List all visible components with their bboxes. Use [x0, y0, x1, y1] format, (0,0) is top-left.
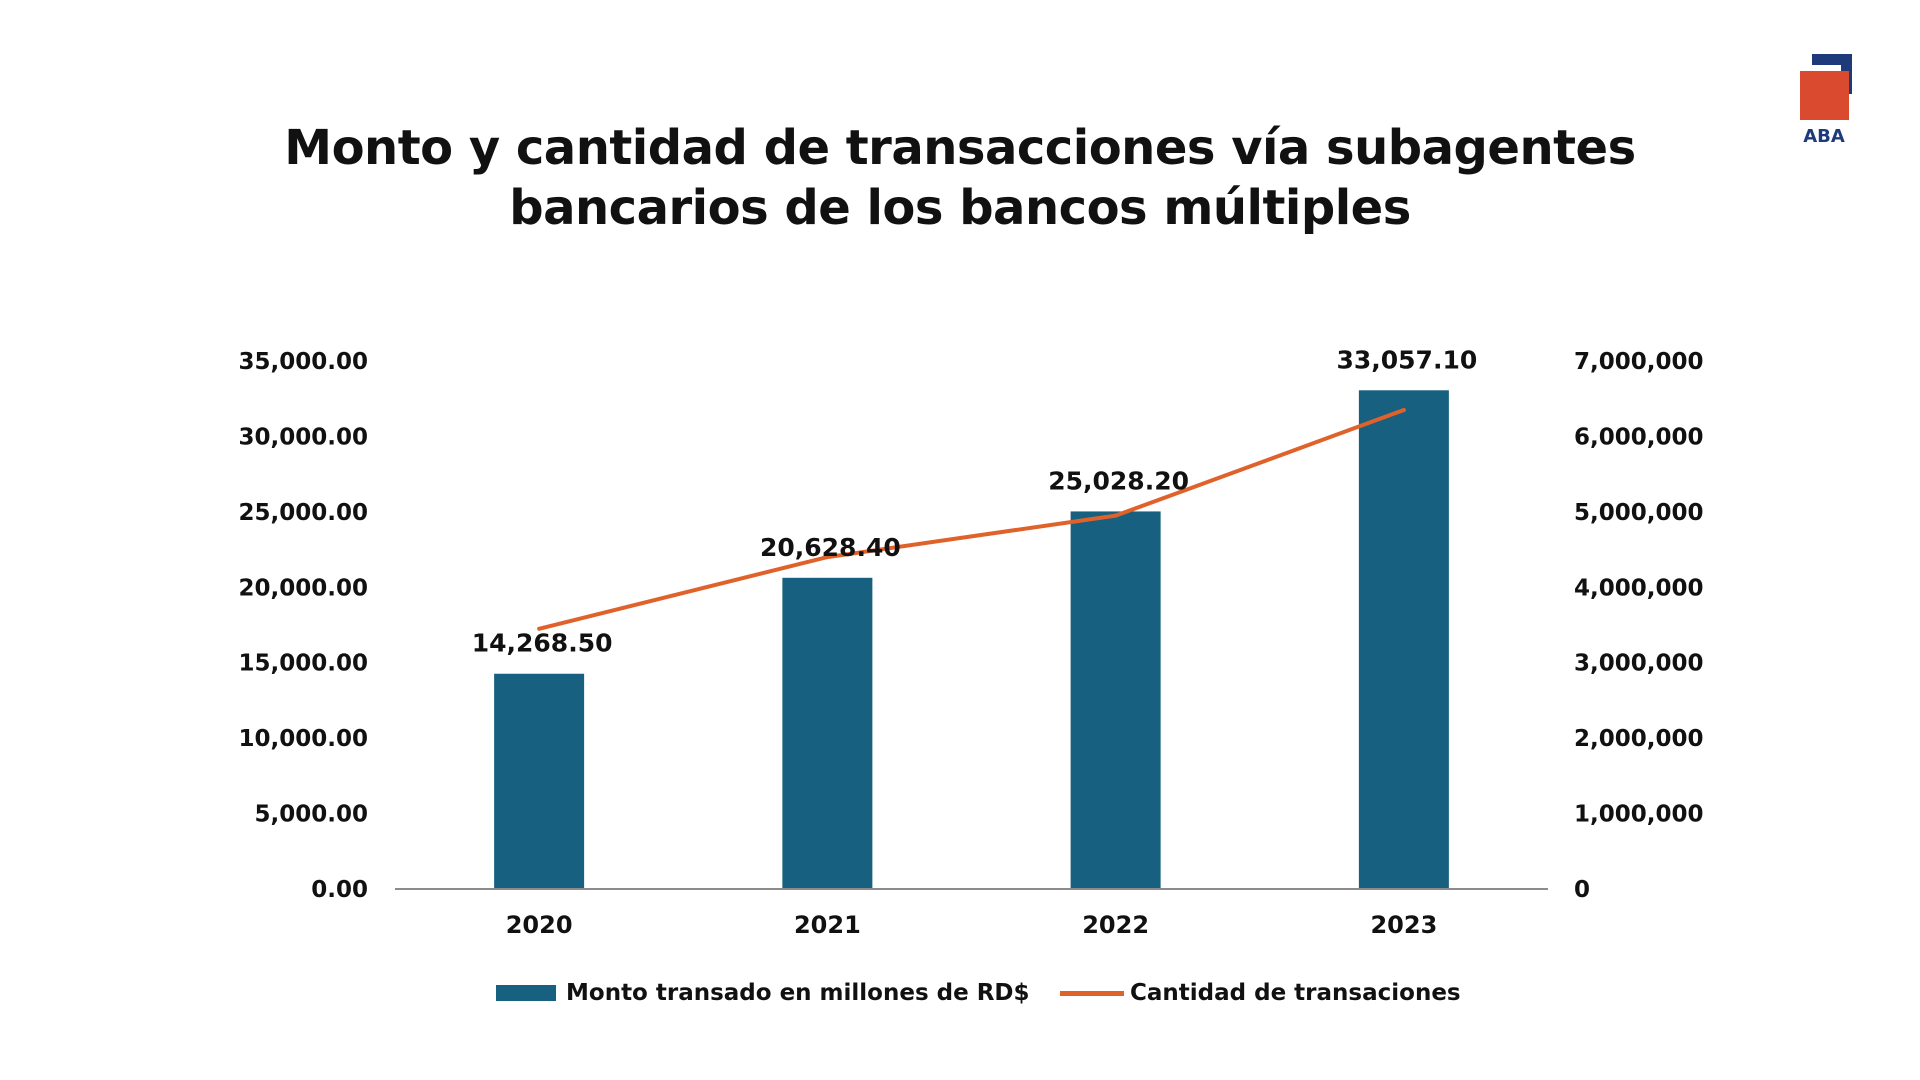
chart-title-line-2: bancarios de los bancos múltiples: [509, 180, 1411, 236]
bar-data-label: 14,268.50: [472, 629, 613, 658]
y-left-tick-label: 35,000.00: [239, 349, 369, 375]
y-right-tick-label: 0: [1574, 877, 1590, 903]
x-tick-label: 2020: [506, 911, 573, 939]
y-right-tick-label: 7,000,000: [1574, 349, 1704, 375]
bar-data-label: 33,057.10: [1336, 345, 1477, 374]
y-left-tick-label: 25,000.00: [239, 500, 369, 526]
x-tick-label: 2021: [794, 911, 861, 939]
bar-data-label: 25,028.20: [1048, 466, 1189, 495]
legend-item-bar: Monto transado en millones de RD$: [496, 978, 1030, 1008]
y-left-tick-label: 0.00: [311, 877, 368, 903]
y-left-tick-label: 30,000.00: [239, 424, 369, 450]
line-point-2020: [537, 626, 542, 631]
line-point-2021: [825, 555, 830, 560]
y-left-tick-label: 15,000.00: [239, 651, 369, 677]
y-right-tick-label: 1,000,000: [1574, 802, 1704, 828]
y-right-tick-label: 4,000,000: [1574, 575, 1704, 601]
legend-swatch-bar: [496, 985, 556, 1001]
bar-2022: [1070, 511, 1161, 889]
x-tick-label: 2023: [1370, 911, 1437, 939]
line-point-2023: [1401, 408, 1406, 413]
line-point-2022: [1113, 513, 1118, 518]
legend-label-bar: Monto transado en millones de RD$: [566, 980, 1030, 1006]
chart-title: Monto y cantidad de transacciones vía su…: [0, 118, 1920, 238]
y-left-tick-label: 20,000.00: [239, 575, 369, 601]
logo-square-mark: [1800, 71, 1849, 120]
y-right-tick-label: 3,000,000: [1574, 651, 1704, 677]
bar-2021: [782, 577, 873, 889]
y-right-tick-label: 5,000,000: [1574, 500, 1704, 526]
chart-title-line-1: Monto y cantidad de transacciones vía su…: [284, 120, 1636, 176]
legend-swatch-line: [1060, 990, 1124, 996]
y-right-tick-label: 2,000,000: [1574, 726, 1704, 752]
logo-text: ABA: [1803, 126, 1845, 147]
line-series-transacciones: [538, 408, 1405, 631]
aba-logo: ABA: [1788, 54, 1868, 150]
y-left-tick-label: 5,000.00: [255, 802, 369, 828]
bar-2023: [1358, 390, 1449, 889]
y-right-tick-label: 6,000,000: [1574, 424, 1704, 450]
bar-data-label: 20,628.40: [760, 533, 901, 562]
x-tick-label: 2022: [1082, 911, 1149, 939]
legend-label-line: Cantidad de transaciones: [1130, 980, 1461, 1006]
bar-2020: [494, 673, 585, 889]
legend-item-line: Cantidad de transaciones: [1060, 978, 1461, 1008]
y-left-tick-label: 10,000.00: [239, 726, 369, 752]
